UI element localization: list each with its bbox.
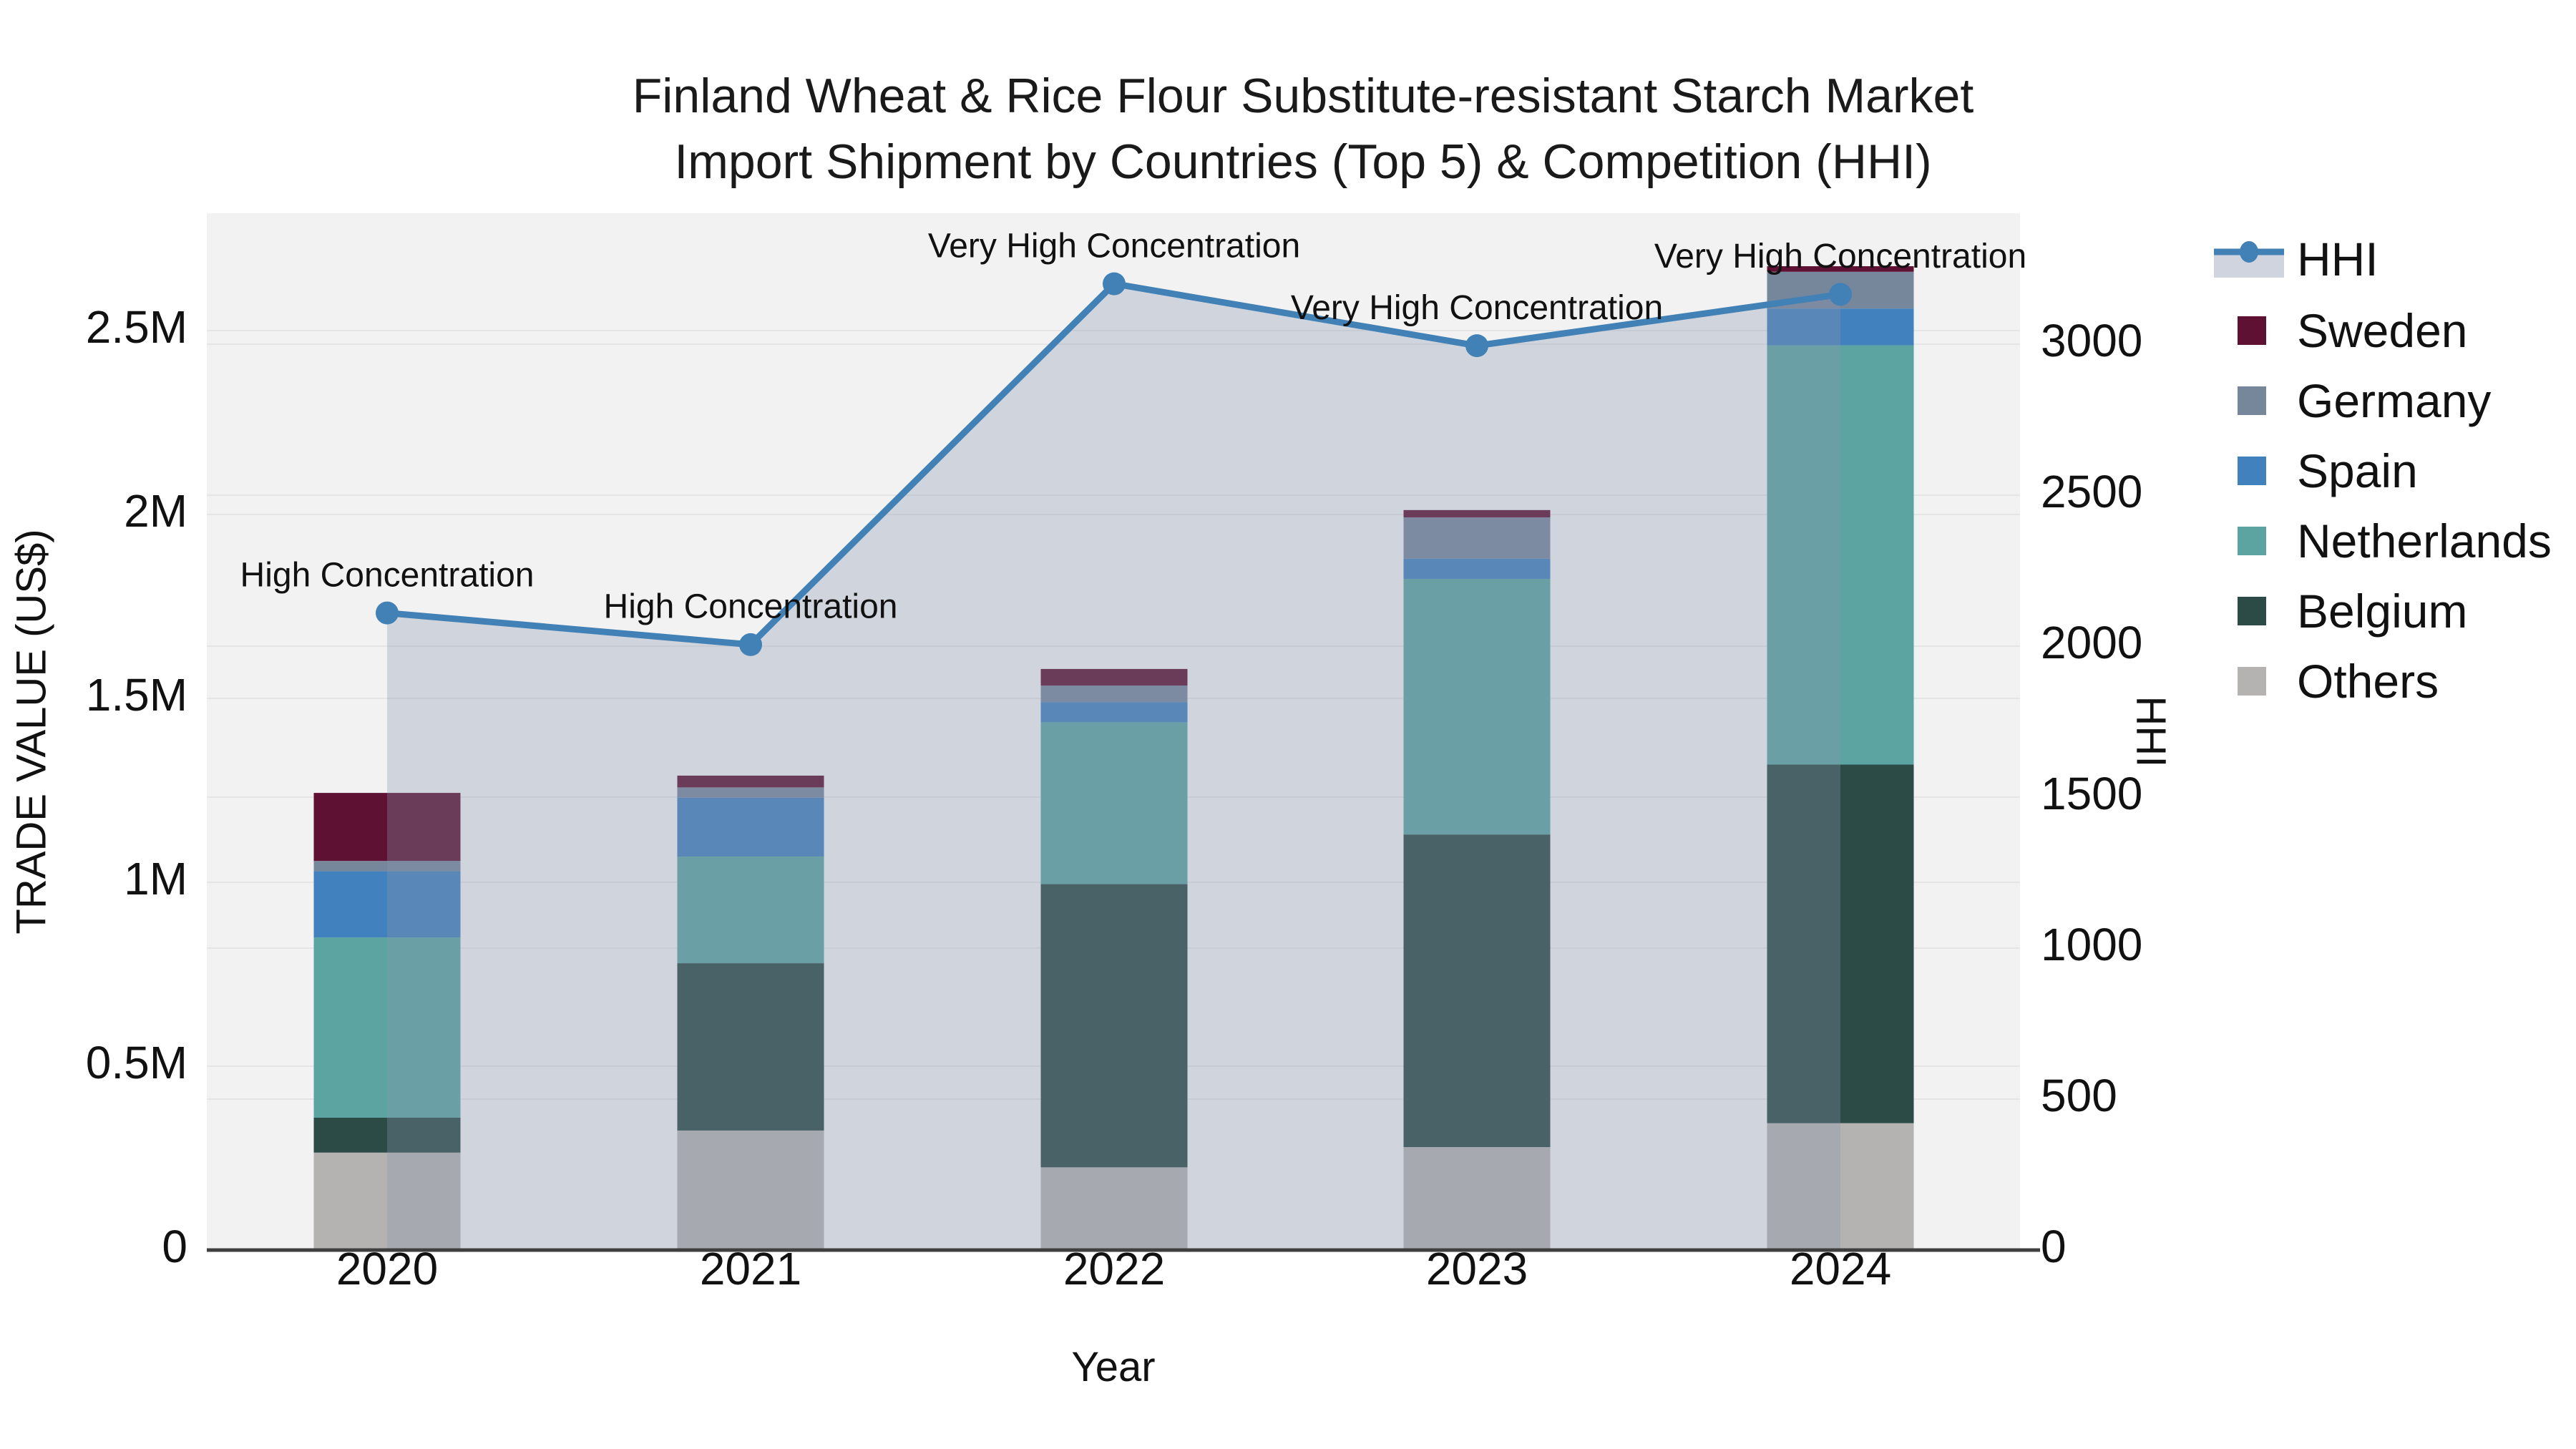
annotation-2023: Very High Concentration — [1291, 289, 1663, 327]
legend-label-spain: Spain — [2297, 444, 2418, 497]
x-tick-2021: 2021 — [700, 1243, 801, 1294]
hhi-point-2022[interactable] — [1103, 272, 1126, 296]
netherlands-color-swatch-icon — [2238, 527, 2266, 555]
bar-segment-others-2023[interactable] — [1403, 1147, 1551, 1250]
bar-segment-belgium-2021[interactable] — [677, 963, 824, 1131]
legend-item-netherlands[interactable]: Netherlands — [2214, 514, 2557, 567]
bar-segment-others-2024[interactable] — [1767, 1123, 1914, 1250]
y-right-tick-1500: 1500 — [2041, 768, 2142, 819]
annotation-2024: Very High Concentration — [1654, 238, 2026, 275]
bar-segment-belgium-2023[interactable] — [1403, 834, 1551, 1148]
bar-segment-netherlands-2021[interactable] — [677, 857, 824, 964]
bar-segment-sweden-2024[interactable] — [1767, 266, 1914, 272]
y-left-axis-title: TRADE VALUE (US$) — [8, 529, 54, 934]
legend-label-sweden: Sweden — [2297, 304, 2468, 357]
y-right-tick-1000: 1000 — [2041, 919, 2142, 970]
bar-segment-spain-2023[interactable] — [1403, 558, 1551, 579]
legend-item-belgium[interactable]: Belgium — [2214, 585, 2557, 638]
legend-label-others: Others — [2297, 655, 2439, 708]
legend-label-hhi: HHI — [2297, 233, 2379, 286]
bar-segment-netherlands-2023[interactable] — [1403, 578, 1551, 835]
y-right-tick-2000: 2000 — [2041, 617, 2142, 668]
bar-segment-spain-2024[interactable] — [1767, 308, 1914, 346]
y-right-tick-500: 500 — [2041, 1070, 2117, 1121]
bar-segment-sweden-2021[interactable] — [677, 775, 824, 788]
bar-segment-germany-2023[interactable] — [1403, 517, 1551, 559]
y-left-tick-0.5M: 0.5M — [86, 1037, 187, 1088]
annotation-2021: High Concentration — [604, 588, 898, 626]
sweden-color-swatch-icon — [2238, 316, 2266, 345]
bar-segment-belgium-2020[interactable] — [313, 1117, 461, 1153]
y-left-tick-1.5M: 1.5M — [86, 669, 187, 721]
hhi-point-2021[interactable] — [739, 633, 762, 656]
x-tick-2022: 2022 — [1063, 1243, 1165, 1294]
belgium-color-swatch-icon — [2238, 597, 2266, 625]
hhi-point-2023[interactable] — [1465, 334, 1488, 358]
hhi-line-swatch-icon — [2214, 240, 2284, 278]
hhi-point-2024[interactable] — [1829, 283, 1852, 306]
legend-item-others[interactable]: Others — [2214, 655, 2557, 708]
bar-segment-spain-2021[interactable] — [677, 797, 824, 857]
chart-title-line1: Finland Wheat & Rice Flour Substitute-re… — [632, 69, 1974, 123]
bar-segment-belgium-2022[interactable] — [1040, 884, 1188, 1168]
bar-segment-spain-2022[interactable] — [1040, 702, 1188, 723]
others-color-swatch-icon — [2238, 667, 2266, 696]
bar-segment-germany-2021[interactable] — [677, 787, 824, 798]
y-left-tick-1M: 1M — [124, 853, 187, 904]
legend: HHI Sweden Germany Spain Netherlands Belgium O… — [2214, 0, 2572, 1449]
bar-segment-belgium-2024[interactable] — [1767, 764, 1914, 1123]
hhi-point-2020[interactable] — [376, 601, 399, 625]
bar-segment-others-2020[interactable] — [313, 1152, 461, 1250]
x-tick-2020: 2020 — [336, 1243, 438, 1294]
legend-item-germany[interactable]: Germany — [2214, 374, 2557, 427]
bar-segment-sweden-2023[interactable] — [1403, 509, 1551, 518]
legend-label-belgium: Belgium — [2297, 585, 2468, 638]
x-axis-title: Year — [1071, 1344, 1155, 1390]
germany-color-swatch-icon — [2238, 386, 2266, 415]
legend-label-netherlands: Netherlands — [2297, 514, 2552, 567]
y-right-axis-title: HHI — [2128, 696, 2175, 768]
hhi-fill-area — [387, 283, 1840, 1251]
bar-segment-netherlands-2024[interactable] — [1767, 345, 1914, 765]
y-left-tick-0: 0 — [162, 1221, 187, 1272]
y-right-tick-3000: 3000 — [2041, 315, 2142, 366]
legend-item-sweden[interactable]: Sweden — [2214, 304, 2557, 357]
bar-segment-germany-2022[interactable] — [1040, 686, 1188, 703]
x-tick-2023: 2023 — [1426, 1243, 1528, 1294]
spain-color-swatch-icon — [2238, 457, 2266, 485]
legend-label-germany: Germany — [2297, 374, 2492, 427]
bar-segment-germany-2020[interactable] — [313, 861, 461, 872]
legend-item-hhi[interactable]: HHI — [2214, 233, 2557, 286]
bar-segment-others-2021[interactable] — [677, 1130, 824, 1250]
y-right-tick-2500: 2500 — [2041, 466, 2142, 517]
x-tick-2024: 2024 — [1790, 1243, 1891, 1294]
bar-segment-netherlands-2020[interactable] — [313, 937, 461, 1118]
bar-segment-sweden-2022[interactable] — [1040, 668, 1188, 686]
bar-segment-netherlands-2022[interactable] — [1040, 722, 1188, 884]
bar-segment-sweden-2020[interactable] — [313, 793, 461, 862]
bar-segment-spain-2020[interactable] — [313, 871, 461, 938]
chart-title: Finland Wheat & Rice Flour Substitute-re… — [633, 63, 1974, 195]
y-left-tick-2M: 2M — [124, 485, 187, 537]
annotation-2020: High Concentration — [240, 556, 535, 594]
bar-segment-others-2022[interactable] — [1040, 1167, 1188, 1250]
chart-title-line2: Import Shipment by Countries (Top 5) & C… — [674, 135, 1932, 189]
y-right-tick-0: 0 — [2041, 1221, 2067, 1272]
annotation-2022: Very High Concentration — [928, 227, 1300, 265]
y-left-tick-2.5M: 2.5M — [86, 301, 187, 353]
legend-item-spain[interactable]: Spain — [2214, 444, 2557, 497]
